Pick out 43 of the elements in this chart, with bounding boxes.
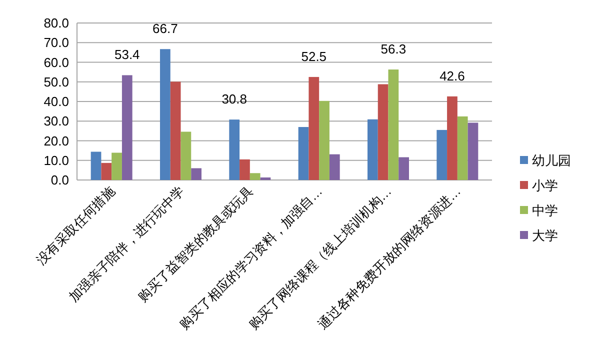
legend-label: 小学 [532, 178, 558, 193]
y-tick-label: 80.0 [44, 16, 69, 30]
bar [329, 154, 340, 180]
data-label: 52.5 [301, 48, 327, 64]
data-label: 53.4 [114, 47, 140, 62]
y-tick-label: 10.0 [44, 152, 69, 168]
y-tick-label: 40.0 [44, 94, 69, 109]
bar [298, 127, 309, 180]
bar [101, 162, 112, 180]
data-label: 30.8 [222, 92, 248, 107]
bar [170, 82, 181, 180]
bar [319, 100, 330, 180]
bar [447, 96, 458, 180]
bar [240, 159, 250, 180]
bar [90, 152, 102, 180]
bar [388, 70, 399, 180]
bar [436, 130, 448, 180]
legend-label: 中学 [532, 203, 558, 218]
bar [308, 76, 320, 180]
bar [122, 75, 132, 180]
bar [250, 173, 260, 180]
bar [468, 122, 478, 180]
bar [368, 119, 378, 180]
bar [180, 132, 192, 180]
bar [398, 157, 409, 180]
y-tick-label: 50.0 [44, 74, 69, 90]
bar [229, 120, 240, 180]
bar [260, 177, 271, 180]
data-label: 56.3 [380, 42, 406, 57]
y-tick-label: 30.0 [44, 114, 69, 129]
y-tick-label: 70.0 [44, 35, 69, 50]
legend-label: 大学 [532, 228, 558, 243]
bar [457, 116, 468, 180]
bar [191, 168, 202, 180]
bar [112, 152, 122, 180]
y-tick-label: 20.0 [44, 133, 69, 148]
data-label: 42.6 [440, 68, 465, 84]
y-tick-label: 0.0 [50, 172, 69, 188]
y-tick-label: 60.0 [44, 54, 69, 70]
bar [378, 84, 388, 180]
legend-label: 幼儿园 [532, 153, 571, 168]
bar [160, 49, 170, 180]
data-label: 66.7 [152, 21, 178, 36]
